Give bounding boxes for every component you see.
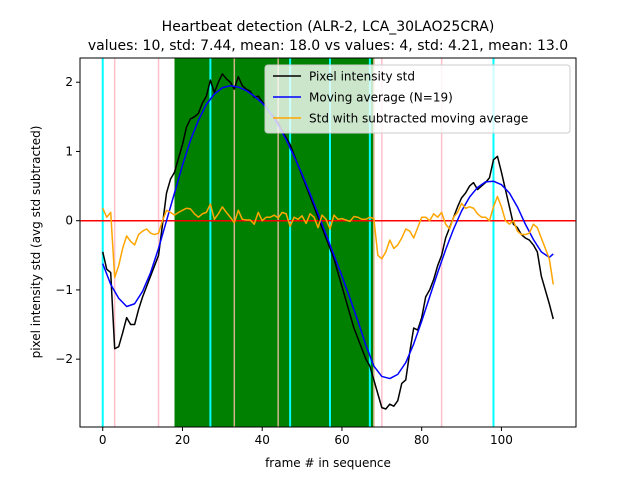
subtracted-line [102, 195, 555, 285]
x-tick-label-100: 100 [490, 433, 513, 447]
y-tick-label-1: 1 [65, 144, 73, 158]
x-tick-label-20: 20 [175, 433, 190, 447]
moving-average-line [102, 84, 554, 380]
y-tick-label--1: −1 [55, 283, 73, 297]
x-tick-label-40: 40 [255, 433, 270, 447]
y-tick-label-2: 2 [65, 75, 73, 89]
plot-frame [79, 57, 577, 428]
legend-label-moving-average: Moving average (N=19) [309, 91, 453, 105]
axes-layer: 0 20 40 60 80 100 −2 −1 0 1 2 [55, 75, 513, 447]
x-tick-label-80: 80 [414, 433, 429, 447]
legend-box [264, 64, 571, 134]
y-tick-label--2: −2 [55, 352, 73, 366]
y-axis-label: pixel intensity std (avg std subtracted) [29, 126, 43, 359]
legend-label-pixel-std: Pixel intensity std [309, 70, 415, 84]
chart-subtitle: values: 10, std: 7.44, mean: 18.0 vs val… [88, 38, 568, 54]
legend: Pixel intensity std Moving average (N=19… [264, 64, 571, 134]
x-tick-label-60: 60 [334, 433, 349, 447]
chart-title: Heartbeat detection (ALR-2, LCA_30LAO25C… [162, 19, 495, 35]
x-axis-label: frame # in sequence [265, 456, 391, 470]
pixel-std-line [101, 73, 554, 410]
y-tick-label-0: 0 [65, 214, 73, 228]
x-tick-label-0: 0 [99, 433, 107, 447]
legend-label-subtracted: Std with subtracted moving average [309, 112, 528, 126]
plot-series-layer [101, 73, 555, 410]
